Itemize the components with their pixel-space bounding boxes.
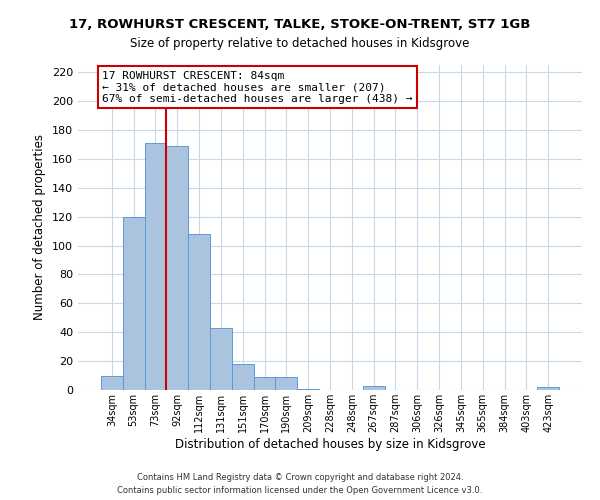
Bar [166, 146, 188, 390]
Bar [537, 387, 559, 390]
Bar [363, 386, 385, 390]
Bar [123, 216, 145, 390]
Y-axis label: Number of detached properties: Number of detached properties [34, 134, 46, 320]
Bar [210, 328, 232, 390]
X-axis label: Distribution of detached houses by size in Kidsgrove: Distribution of detached houses by size … [175, 438, 485, 450]
Text: Contains HM Land Registry data © Crown copyright and database right 2024.
Contai: Contains HM Land Registry data © Crown c… [118, 474, 482, 495]
Bar [232, 364, 254, 390]
Bar [254, 377, 275, 390]
Text: Size of property relative to detached houses in Kidsgrove: Size of property relative to detached ho… [130, 38, 470, 51]
Bar [297, 388, 319, 390]
Bar [275, 377, 297, 390]
Bar [101, 376, 123, 390]
Text: 17 ROWHURST CRESCENT: 84sqm
← 31% of detached houses are smaller (207)
67% of se: 17 ROWHURST CRESCENT: 84sqm ← 31% of det… [102, 71, 413, 104]
Bar [145, 143, 166, 390]
Text: 17, ROWHURST CRESCENT, TALKE, STOKE-ON-TRENT, ST7 1GB: 17, ROWHURST CRESCENT, TALKE, STOKE-ON-T… [70, 18, 530, 30]
Bar [188, 234, 210, 390]
